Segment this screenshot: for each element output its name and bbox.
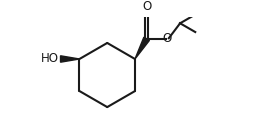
Polygon shape bbox=[135, 37, 149, 59]
Polygon shape bbox=[60, 56, 79, 62]
Text: O: O bbox=[142, 0, 151, 13]
Text: HO: HO bbox=[41, 53, 59, 66]
Text: O: O bbox=[163, 32, 172, 45]
